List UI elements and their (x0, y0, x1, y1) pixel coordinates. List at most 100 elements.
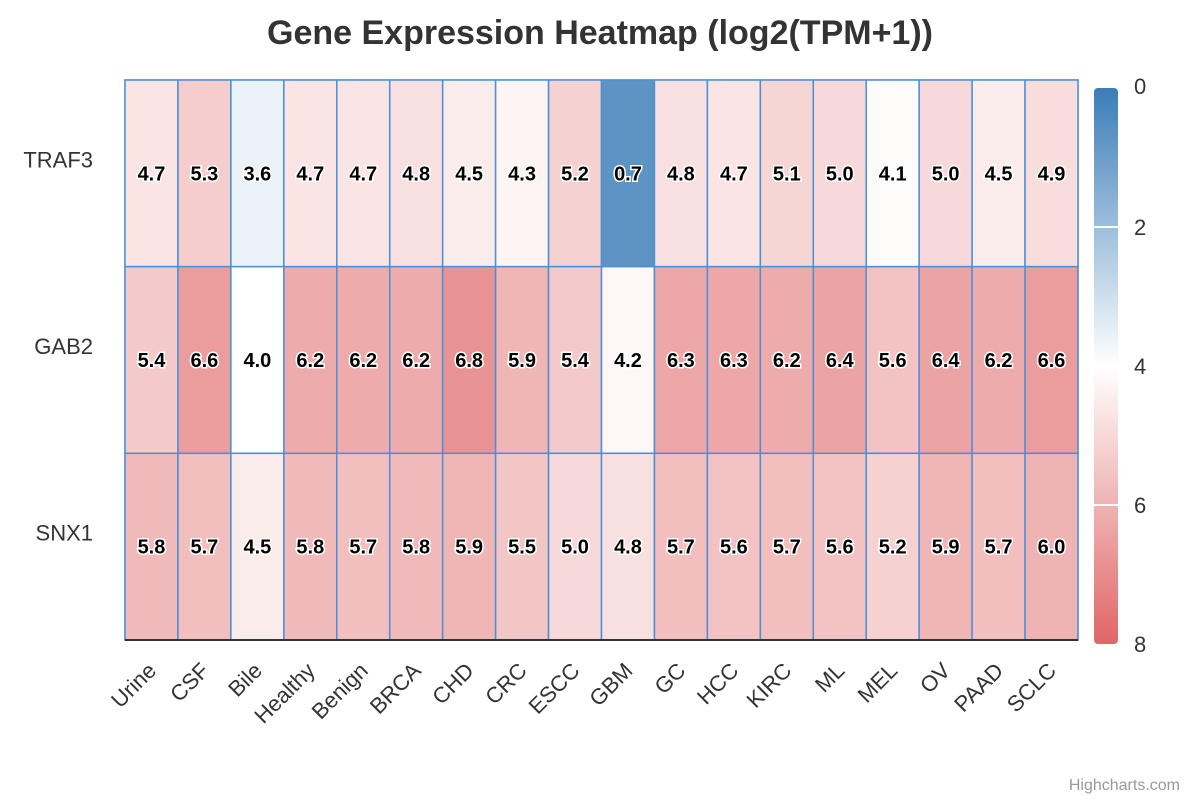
cell-value-label: 6.2 (349, 350, 377, 372)
y-axis-label: TRAF3 (23, 147, 93, 172)
cell-value-label: 5.7 (773, 537, 801, 559)
cell-value-label: 5.2 (879, 537, 907, 559)
cell-value-label: 5.8 (138, 537, 166, 559)
y-axis-label: GAB2 (34, 334, 93, 359)
cell-value-label: 6.2 (985, 350, 1013, 372)
heatmap-cell-traf3-escc[interactable] (547, 79, 603, 268)
cell-value-label: 6.6 (1038, 350, 1066, 372)
cell-value-label: 4.8 (667, 163, 695, 185)
heatmap-cell-gab2-ov[interactable] (918, 265, 973, 455)
cell-value-label: 6.2 (296, 350, 324, 372)
cell-value-label: 6.3 (667, 350, 695, 372)
heatmap-cell-traf3-csf[interactable] (177, 79, 232, 268)
cell-value-label: 5.4 (561, 350, 590, 372)
heatmap-cell-gab2-healthy[interactable] (283, 265, 338, 455)
heatmap-cell-snx1-gbm[interactable] (600, 452, 656, 641)
heatmap-cell-snx1-sclc[interactable] (1024, 452, 1079, 641)
cell-value-label: 4.2 (614, 350, 642, 372)
legend-tick-label: 0 (1134, 74, 1146, 99)
heatmap-cell-traf3-kirc[interactable] (759, 79, 815, 268)
heatmap-cell-traf3-gc[interactable] (653, 79, 709, 268)
cell-value-label: 5.6 (879, 350, 907, 372)
heatmap-cell-traf3-ml[interactable] (812, 79, 867, 268)
cell-value-label: 5.5 (508, 537, 536, 559)
plot-area: 4.7 5.3 3.6 4.7 4.7 4.8 4.5 4.3 5.2 0.7 4.8 4.7 5.1 5… (23, 79, 1079, 728)
heatmap-cell-snx1-chd[interactable] (441, 452, 497, 641)
cell-value-label: 5.4 (138, 350, 167, 372)
cell-value-label: 5.9 (508, 350, 536, 372)
heatmap-cell-gab2-gc[interactable] (653, 265, 709, 455)
heatmap-cell-gab2-gbm[interactable] (600, 265, 656, 455)
cell-value-label: 5.7 (667, 537, 695, 559)
heatmap-cell-traf3-paad[interactable] (971, 79, 1026, 268)
heatmap-cell-snx1-gc[interactable] (653, 452, 709, 641)
cell-value-label: 5.0 (561, 537, 589, 559)
cell-value-label: 6.8 (455, 350, 483, 372)
cell-value-label: 5.1 (773, 163, 801, 185)
cell-value-label: 4.3 (508, 163, 536, 185)
heatmap-cell-snx1-brca[interactable] (388, 452, 444, 641)
heatmap-cell-traf3-chd[interactable] (441, 79, 497, 268)
cell-value-label: 0.7 (614, 163, 642, 185)
cell-value-label: 4.8 (614, 537, 642, 559)
y-axis-label: SNX1 (36, 521, 93, 546)
cell-value-label: 6.2 (402, 350, 430, 372)
heatmap-cell-snx1-csf[interactable] (177, 452, 232, 641)
cell-value-label: 5.9 (932, 537, 960, 559)
legend-tick-label: 8 (1134, 632, 1146, 657)
cell-value-label: 6.2 (773, 350, 801, 372)
heatmap-cell-traf3-sclc[interactable] (1024, 79, 1079, 268)
heatmap-cell-snx1-crc[interactable] (494, 452, 550, 641)
cell-value-label: 5.8 (296, 537, 324, 559)
cell-value-label: 5.8 (402, 537, 430, 559)
cell-value-label: 5.7 (349, 537, 377, 559)
heatmap-cell-snx1-healthy[interactable] (283, 452, 338, 641)
heatmap-cell-gab2-benign[interactable] (336, 265, 391, 455)
legend-tick-label: 2 (1134, 215, 1146, 240)
cell-value-label: 4.5 (243, 537, 271, 559)
heatmap-cell-snx1-hcc[interactable] (706, 452, 762, 641)
heatmap-cell-gab2-bile[interactable] (230, 265, 285, 455)
cell-value-label: 5.0 (932, 163, 960, 185)
cell-value-label: 5.9 (455, 537, 483, 559)
cell-value-label: 4.5 (985, 163, 1013, 185)
heatmap-cell-traf3-crc[interactable] (494, 79, 550, 268)
cell-value-label: 5.6 (826, 537, 854, 559)
heatmap-cell-snx1-kirc[interactable] (759, 452, 815, 641)
cell-value-label: 5.2 (561, 163, 589, 185)
heatmap-cell-traf3-mel[interactable] (865, 79, 920, 268)
heatmap-cell-traf3-hcc[interactable] (706, 79, 762, 268)
cell-value-label: 4.7 (720, 163, 748, 185)
cell-value-label: 6.4 (826, 350, 855, 372)
cell-value-label: 5.3 (191, 163, 219, 185)
heatmap-cell-traf3-ov[interactable] (918, 79, 973, 268)
color-legend: 0 2 4 6 8 (1094, 74, 1146, 657)
heatmap-cell-snx1-ml[interactable] (812, 452, 867, 641)
cell-value-label: 6.3 (720, 350, 748, 372)
legend-tick-label: 4 (1134, 354, 1146, 379)
cell-value-label: 4.8 (402, 163, 430, 185)
heatmap-cell-snx1-escc[interactable] (547, 452, 603, 641)
cell-value-label: 5.7 (191, 537, 219, 559)
cell-value-label: 4.9 (1038, 163, 1066, 185)
legend-tick-label: 6 (1134, 493, 1146, 518)
heatmap-cell-snx1-urine[interactable] (124, 452, 179, 641)
heatmap-cell-snx1-paad[interactable] (971, 452, 1026, 641)
heatmap-cell-gab2-brca[interactable] (388, 265, 444, 455)
cell-value-label: 6.6 (191, 350, 219, 372)
cell-value-label: 4.7 (349, 163, 377, 185)
credits-link[interactable]: Highcharts.com (1069, 777, 1180, 794)
cell-value-label: 6.0 (1038, 537, 1066, 559)
heatmap-cell-gab2-csf[interactable] (177, 265, 232, 455)
cell-value-label: 5.0 (826, 163, 854, 185)
heatmap-cell-gab2-chd[interactable] (441, 265, 497, 455)
cell-value-label: 5.7 (985, 537, 1013, 559)
cell-value-label: 5.6 (720, 537, 748, 559)
chart-title: Gene Expression Heatmap (log2(TPM+1)) (267, 14, 933, 52)
heatmap-cell-gab2-hcc[interactable] (706, 265, 762, 455)
cell-value-label: 4.1 (879, 163, 907, 185)
heatmap-cell-snx1-mel[interactable] (865, 452, 920, 641)
heatmap-cell-traf3-urine[interactable] (124, 79, 179, 268)
cell-value-label: 4.5 (455, 163, 483, 185)
cell-value-label: 3.6 (243, 163, 271, 185)
